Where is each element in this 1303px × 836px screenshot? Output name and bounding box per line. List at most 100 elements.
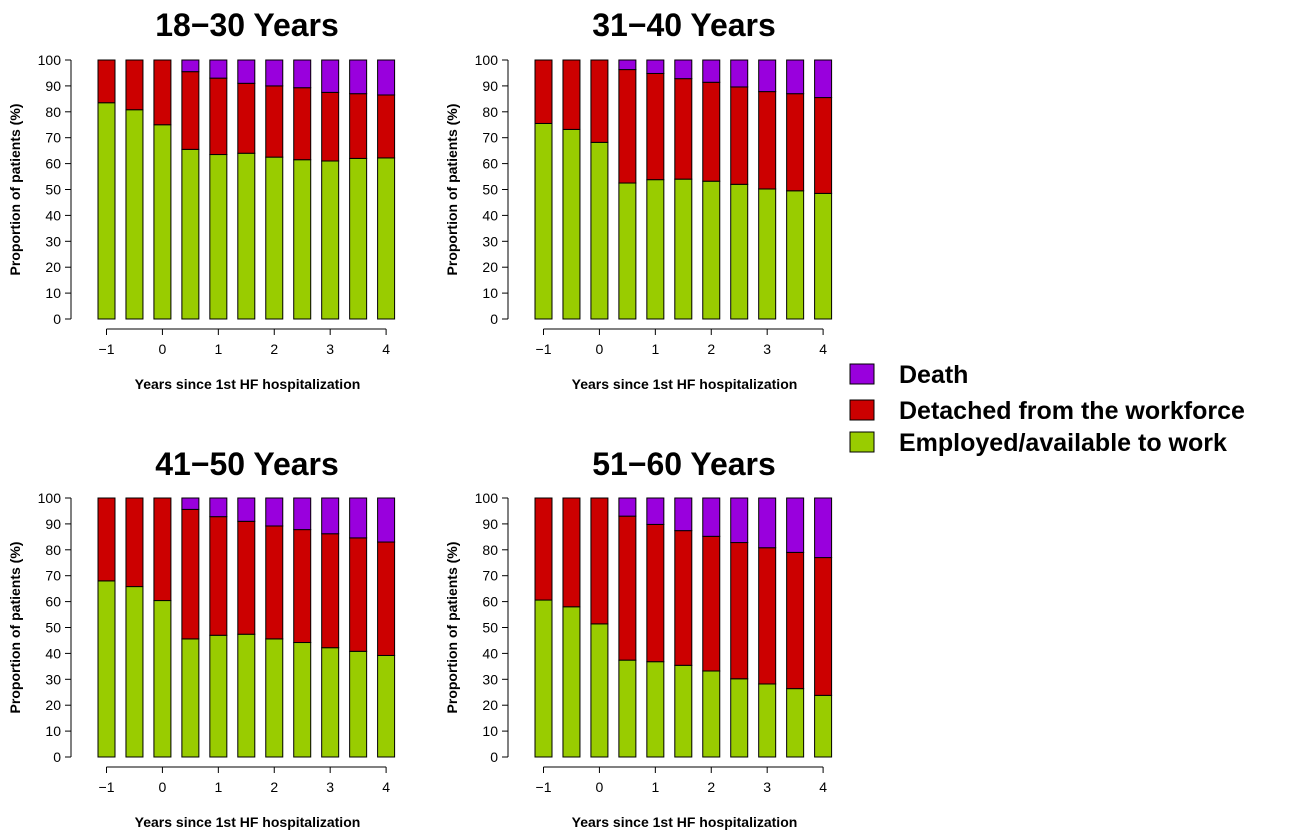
y-tick-label: 40	[482, 645, 498, 661]
bar-segment-employed	[646, 661, 665, 758]
y-axis-label: Proportion of patients (%)	[444, 542, 460, 714]
x-tick-label: 2	[270, 341, 278, 357]
bar-segment-death	[702, 59, 721, 83]
bar-segment-death	[237, 59, 256, 84]
bar-segment-employed	[534, 599, 553, 758]
bar-segment-detached	[153, 59, 172, 126]
bar-segment-employed	[377, 157, 396, 320]
bar-segment-death	[181, 497, 200, 510]
x-tick-label: 3	[763, 341, 771, 357]
bar-segment-detached	[562, 497, 581, 608]
bar-segment-detached	[730, 542, 749, 680]
x-tick-label: 2	[270, 779, 278, 795]
bar-segment-employed	[590, 141, 609, 320]
bar-segment-employed	[349, 650, 368, 758]
bar-segment-employed	[377, 654, 396, 758]
bar-segment-death	[646, 497, 665, 525]
x-tick-label: 3	[326, 779, 334, 795]
bar-segment-detached	[181, 71, 200, 150]
bar-segment-employed	[618, 659, 637, 758]
legend-label: Detached from the workforce	[899, 397, 1245, 425]
x-tick-label: 1	[214, 341, 222, 357]
legend-item-detached: Detached from the workforce	[849, 397, 1245, 425]
bar-segment-death	[674, 497, 693, 532]
bar-segment-death	[730, 497, 749, 544]
bar-segment-detached	[534, 59, 553, 124]
bar-segment-employed	[786, 190, 805, 320]
bar-segment-death	[786, 59, 805, 95]
x-tick-label: 0	[596, 341, 604, 357]
x-axis-label: Years since 1st HF hospitalization	[135, 814, 361, 830]
y-tick-label: 60	[45, 594, 61, 610]
x-tick-label: 2	[707, 779, 715, 795]
bar-segment-employed	[758, 683, 777, 758]
panel-title: 18−30 Years	[155, 7, 339, 43]
bar-segment-employed	[321, 160, 340, 320]
y-tick-label: 90	[482, 516, 498, 532]
bar-segment-death	[702, 497, 721, 537]
bar-segment-detached	[730, 86, 749, 185]
y-tick-label: 70	[45, 130, 61, 146]
x-tick-label: 4	[819, 779, 827, 795]
y-tick-label: 0	[490, 311, 498, 327]
bar-segment-detached	[237, 520, 256, 635]
y-tick-label: 0	[53, 749, 61, 765]
x-tick-label: 0	[159, 341, 167, 357]
y-tick-label: 40	[482, 207, 498, 223]
y-tick-label: 90	[482, 78, 498, 94]
bar-segment-detached	[786, 93, 805, 192]
bar-segment-death	[181, 59, 200, 73]
bar-segment-death	[209, 59, 228, 79]
y-tick-label: 10	[482, 285, 498, 301]
bar-segment-employed	[237, 152, 256, 320]
bar-segment-death	[758, 497, 777, 549]
y-axis-label: Proportion of patients (%)	[7, 104, 23, 276]
x-tick-label: −1	[99, 341, 115, 357]
bar-segment-detached	[377, 541, 396, 656]
bar-segment-detached	[293, 87, 312, 161]
y-tick-label: 50	[482, 620, 498, 636]
bar-segment-detached	[814, 557, 833, 696]
x-tick-label: 0	[596, 779, 604, 795]
bar-segment-employed	[674, 178, 693, 320]
bar-segment-employed	[562, 128, 581, 320]
bar-segment-death	[237, 497, 256, 522]
bar-segment-detached	[181, 508, 200, 640]
x-tick-label: 1	[651, 779, 659, 795]
bar-segment-employed	[181, 148, 200, 320]
y-tick-label: 0	[490, 749, 498, 765]
y-tick-label: 70	[45, 568, 61, 584]
x-tick-label: 4	[382, 779, 390, 795]
bar-segment-employed	[153, 124, 172, 320]
bar-segment-employed	[321, 647, 340, 758]
y-tick-label: 50	[45, 182, 61, 198]
bar-segment-detached	[618, 515, 637, 661]
y-tick-label: 50	[482, 182, 498, 198]
legend-item-employed: Employed/available to work	[849, 429, 1227, 457]
y-tick-label: 10	[482, 723, 498, 739]
bar-segment-death	[618, 497, 637, 517]
panel-title: 31−40 Years	[592, 7, 776, 43]
bar-segment-employed	[265, 638, 284, 758]
x-tick-label: 1	[651, 341, 659, 357]
bar-segment-employed	[590, 623, 609, 758]
x-tick-label: −1	[536, 779, 552, 795]
y-tick-label: 80	[482, 104, 498, 120]
bar-segment-employed	[125, 586, 144, 758]
legend-item-death: Death	[849, 361, 968, 389]
y-tick-label: 70	[482, 130, 498, 146]
bar-segment-detached	[293, 529, 312, 644]
x-tick-label: 1	[214, 779, 222, 795]
bar-segment-death	[265, 59, 284, 87]
bar-segment-employed	[349, 157, 368, 320]
y-tick-label: 70	[482, 568, 498, 584]
bar-segment-death	[349, 497, 368, 539]
y-tick-label: 20	[45, 259, 61, 275]
bar-segment-detached	[125, 497, 144, 588]
legend-label: Death	[899, 361, 968, 389]
bar-segment-detached	[265, 525, 284, 640]
bar-segment-death	[674, 59, 693, 80]
bar-segment-death	[321, 497, 340, 535]
y-tick-label: 50	[45, 620, 61, 636]
